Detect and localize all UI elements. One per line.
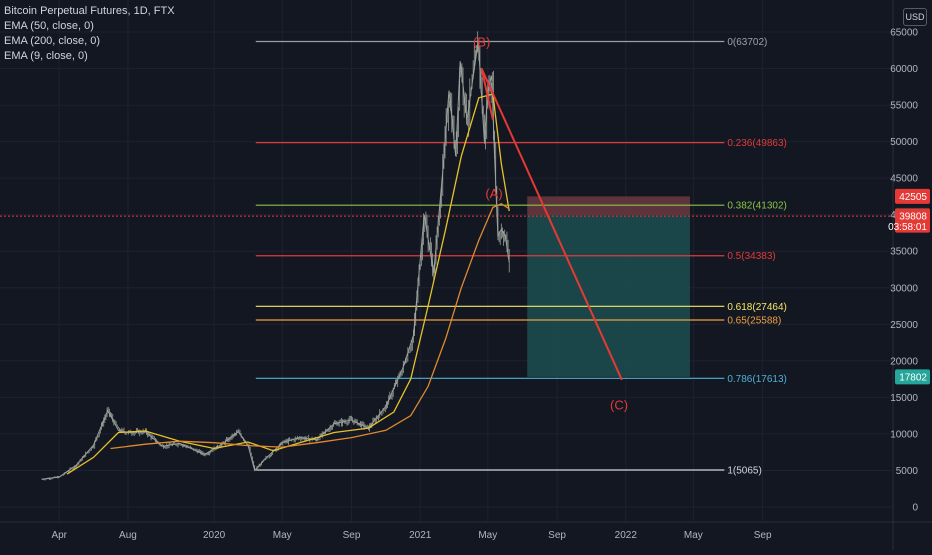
y-tick-label: 45000 [890,174,918,185]
price-tag [895,369,930,385]
y-tick-label: 5000 [896,466,919,477]
y-tick-label: 15000 [890,393,918,404]
y-tick-label: 10000 [890,429,918,440]
ema200-line [110,202,510,450]
y-tick-label: 0 [912,503,918,514]
fib-level-label: 0.786(17613) [727,374,787,385]
x-tick-label: 2020 [203,530,226,541]
fib-level-label: 0.618(27464) [727,302,787,313]
fib-level-label: 0.236(49863) [727,138,787,149]
x-tick-label: Sep [754,530,772,541]
fib-level-label: 0.65(25588) [727,316,781,327]
legend-ema9[interactable]: EMA (9, close, 0) [4,50,88,62]
chart-title: Bitcoin Perpetual Futures, 1D, FTX [4,5,175,17]
price-tag-countdown: 03:58:01 [888,222,927,233]
x-tick-label: Aug [119,530,137,541]
price-tag-value: 17802 [899,372,927,383]
fib-level-label: 0(63702) [727,37,767,48]
x-tick-label: Apr [51,530,67,541]
fib-level-label: 1(5065) [727,465,761,476]
x-tick-label: May [684,530,703,541]
x-tick-label: Sep [343,530,361,541]
y-tick-label: 55000 [890,101,918,112]
wave-label: (A) [485,186,502,201]
y-tick-label: 50000 [890,137,918,148]
fib-level-label: 0.382(41302) [727,201,787,212]
x-tick-label: 2021 [409,530,432,541]
y-tick-label: 35000 [890,247,918,258]
currency-label[interactable]: USD [903,8,927,26]
legend-ema200[interactable]: EMA (200, close, 0) [4,35,100,47]
y-tick-label: 60000 [890,64,918,75]
price-tag [895,208,930,233]
wave-line [480,68,623,381]
price-tag-value: 39808 [899,212,927,223]
wave-line-b [480,68,494,120]
wave-label: (C) [610,398,628,413]
x-tick-label: May [478,530,497,541]
y-tick-label: 65000 [890,28,918,39]
price-tag [895,188,930,204]
wave-label: (B) [473,34,490,49]
legend-ema50[interactable]: EMA (50, close, 0) [4,20,94,32]
ema50-line [66,93,510,475]
y-tick-label: 30000 [890,283,918,294]
y-tick-label: 20000 [890,356,918,367]
price-tag-value: 42505 [899,192,927,203]
fib-level-label: 0.5(34383) [727,251,775,262]
y-tick-label: 25000 [890,320,918,331]
x-tick-label: 2022 [615,530,638,541]
x-tick-label: Sep [548,530,566,541]
position-stop-zone [527,196,690,216]
chart-legend: Bitcoin Perpetual Futures, 1D, FTX EMA (… [4,4,175,64]
x-tick-label: May [273,530,292,541]
